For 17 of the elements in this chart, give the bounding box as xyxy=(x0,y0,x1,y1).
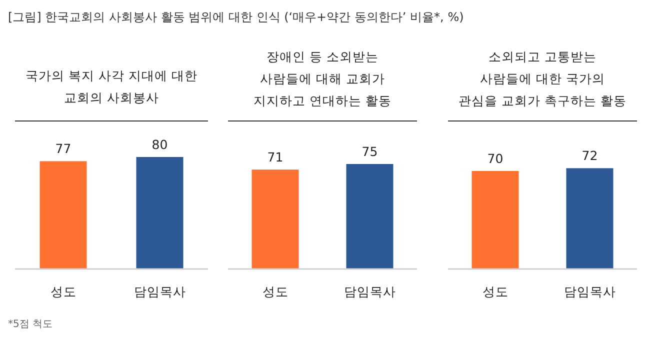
x-tick-label: 담임목사 xyxy=(134,284,186,299)
x-tick-label: 담임목사 xyxy=(564,284,616,299)
data-label: 77 xyxy=(55,141,72,156)
x-tick-label: 성도 xyxy=(262,284,288,299)
text: *5점 척도 xyxy=(8,319,53,330)
chart-title: 소외되고 고통받는 사람들에 대한 국가의 관심을 교회가 촉구하는 활동 xyxy=(458,49,626,108)
data-label: 72 xyxy=(582,148,598,164)
x-tick-label: 담임목사 xyxy=(344,284,396,299)
x-tick-label: 성도 xyxy=(50,284,76,299)
text: [그림] 한국교회의 사회봉사 활동 범위에 대한 인식 (‘매우+약간 동의한다’ 비율*, %) xyxy=(8,10,464,24)
data-label: 70 xyxy=(487,151,504,166)
x-tick-label: 성도 xyxy=(482,284,508,299)
data-label: 71 xyxy=(267,150,284,165)
data-label: 75 xyxy=(362,144,378,159)
data-label: 80 xyxy=(152,137,168,152)
chart-title: 장애인 등 소외받는 사람들에 대해 교회가 지지하고 연대하는 활동 xyxy=(254,49,392,108)
chart-title: 국가의 복지 사각 지대에 대한 교회의 사회봉사 xyxy=(26,68,198,105)
